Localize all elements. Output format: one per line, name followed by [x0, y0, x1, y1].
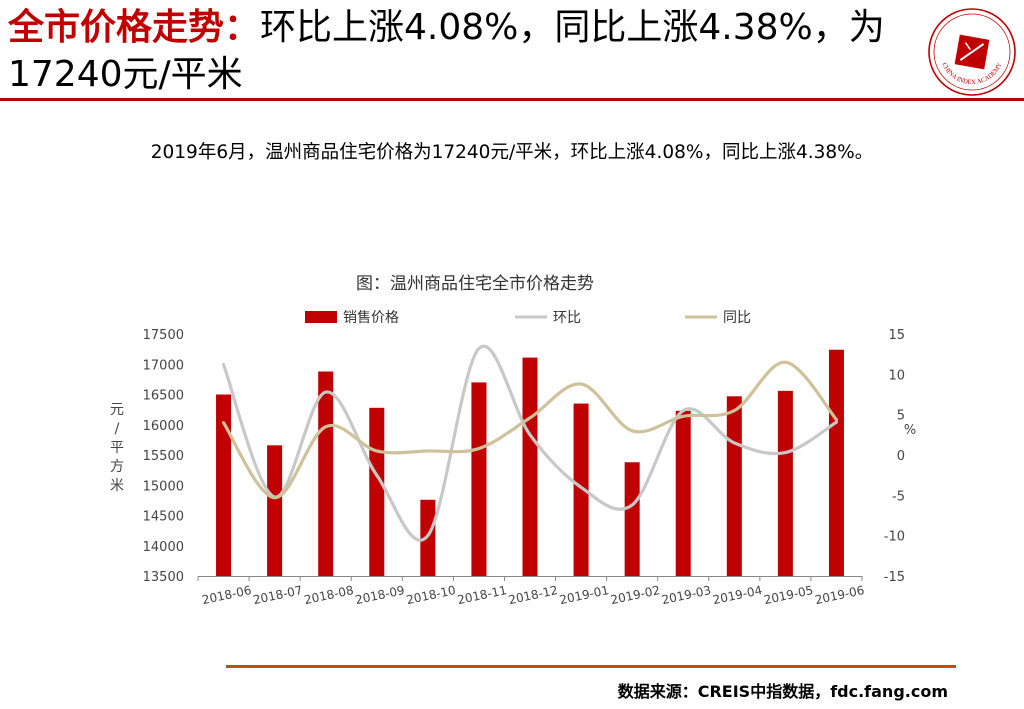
- y-axis-label-char-4: 米: [110, 478, 124, 494]
- point-2-2018-07: [273, 496, 276, 499]
- legend-label-1: 环比: [553, 310, 581, 326]
- bar-2019-05: [777, 390, 793, 576]
- china-index-academy-logo: CHINA INDEX ACADEMY: [926, 6, 1018, 98]
- point-1-2018-08: [324, 390, 327, 394]
- y-axis-label-char-1: /: [115, 421, 120, 437]
- chart-title: 图：温州商品住宅全市价格走势: [356, 274, 594, 294]
- bar-2019-02: [624, 462, 640, 576]
- x-tick-label-2018-12: 2018-12: [507, 583, 559, 607]
- point-2-2019-02: [630, 429, 634, 432]
- y-tick-label-3: 15000: [143, 479, 184, 494]
- bar-2019-04: [726, 396, 742, 576]
- headline-black-part: 环比上涨4.08%，同比上涨4.38%，为17240元/平米: [8, 7, 885, 95]
- y-axis-label-char-0: 元: [110, 402, 124, 418]
- x-tick-label-2018-07: 2018-07: [252, 583, 304, 607]
- bar-2019-03: [675, 410, 691, 576]
- point-1-2018-12: [528, 433, 532, 437]
- point-2-2018-12: [528, 416, 532, 420]
- bar-2018-09: [369, 407, 385, 576]
- y2-axis-label: %: [904, 423, 916, 438]
- bar-2018-12: [522, 357, 538, 576]
- y-tick-label-5: 16000: [143, 419, 184, 434]
- point-1-2019-02: [630, 503, 634, 507]
- y-axis-label-char-2: 平: [110, 440, 124, 456]
- x-tick-label-2018-06: 2018-06: [201, 583, 253, 607]
- y2-tick-label-2: -5: [892, 489, 905, 504]
- point-1-2018-06: [222, 363, 225, 366]
- x-tick-label-2019-04: 2019-04: [711, 583, 763, 607]
- bar-2018-08: [318, 371, 334, 576]
- y-tick-label-2: 14500: [143, 510, 184, 525]
- x-tick-label-2019-03: 2019-03: [660, 583, 712, 607]
- point-1-2019-03: [682, 409, 685, 412]
- legend-label-2: 同比: [723, 310, 751, 326]
- y2-tick-label-3: 0: [897, 449, 905, 464]
- y-tick-label-0: 13500: [143, 570, 184, 585]
- china-index-academy-seal-icon: CHINA INDEX ACADEMY: [928, 8, 1016, 96]
- footer-divider: [226, 665, 956, 668]
- point-2-2019-04: [733, 409, 736, 412]
- point-2-2019-06: [835, 418, 838, 421]
- x-tick-label-2018-10: 2018-10: [405, 583, 457, 607]
- point-2-2019-05: [784, 361, 787, 364]
- point-1-2018-10: [426, 534, 430, 537]
- point-2-2019-01: [579, 382, 583, 386]
- point-1-2019-05: [784, 451, 787, 454]
- header-divider: [0, 98, 1024, 101]
- bar-2018-11: [471, 382, 487, 576]
- point-1-2019-06: [835, 420, 838, 424]
- data-source: 数据来源：CREIS中指数据，fdc.fang.com: [617, 682, 948, 701]
- point-1-2018-09: [375, 473, 378, 477]
- y2-tick-label-0: -15: [884, 570, 905, 585]
- y2-tick-label-5: 10: [888, 368, 905, 383]
- headline-red-part: 全市价格走势：: [8, 7, 261, 48]
- legend-label-0: 销售价格: [343, 310, 399, 326]
- y2-tick-label-1: -10: [884, 530, 905, 545]
- bar-2019-06: [828, 349, 844, 576]
- y-tick-label-7: 17000: [143, 358, 184, 373]
- point-2-2018-10: [426, 449, 430, 453]
- point-2-2018-11: [477, 447, 481, 450]
- point-1-2019-01: [579, 486, 583, 489]
- price-trend-chart: 图：温州商品住宅全市价格走势 销售价格 环比 同比 13500 14000 14500 150…: [95, 262, 950, 637]
- point-2-2018-06: [222, 421, 225, 424]
- legend-swatch-0: [305, 311, 337, 323]
- bar-2018-06: [216, 394, 232, 576]
- point-2-2019-03: [682, 415, 685, 418]
- y-tick-label-6: 16500: [143, 389, 184, 404]
- point-2-2018-09: [375, 449, 378, 453]
- point-1-2019-04: [733, 441, 736, 445]
- y-axis-label-char-3: 方: [110, 459, 124, 475]
- bar-2019-01: [573, 403, 589, 576]
- line-series-1: [221, 344, 839, 542]
- point-1-2018-11: [477, 347, 481, 350]
- point-2-2018-08: [324, 425, 327, 428]
- x-tick-label-2019-05: 2019-05: [763, 583, 815, 607]
- summary-text: 2019年6月，温州商品住宅价格为17240元/平米，环比上涨4.08%，同比上…: [150, 142, 874, 163]
- bar-2018-07: [267, 445, 283, 576]
- x-tick-label-2019-02: 2019-02: [609, 583, 661, 607]
- y-tick-label-1: 14000: [143, 540, 184, 555]
- y-tick-label-8: 17500: [143, 328, 184, 343]
- page-headline: 全市价格走势：环比上涨4.08%，同比上涨4.38%，为17240元/平米: [8, 4, 908, 98]
- y-tick-label-4: 15500: [143, 449, 184, 464]
- x-tick-label-2019-01: 2019-01: [558, 583, 610, 607]
- x-tick-label-2018-11: 2018-11: [456, 583, 508, 607]
- x-tick-label-2018-08: 2018-08: [303, 583, 355, 607]
- x-tick-label-2019-06: 2019-06: [814, 583, 866, 607]
- y2-tick-label-6: 15: [888, 328, 905, 343]
- y2-tick-label-4: 5: [897, 409, 905, 424]
- x-tick-label-2018-09: 2018-09: [354, 583, 406, 607]
